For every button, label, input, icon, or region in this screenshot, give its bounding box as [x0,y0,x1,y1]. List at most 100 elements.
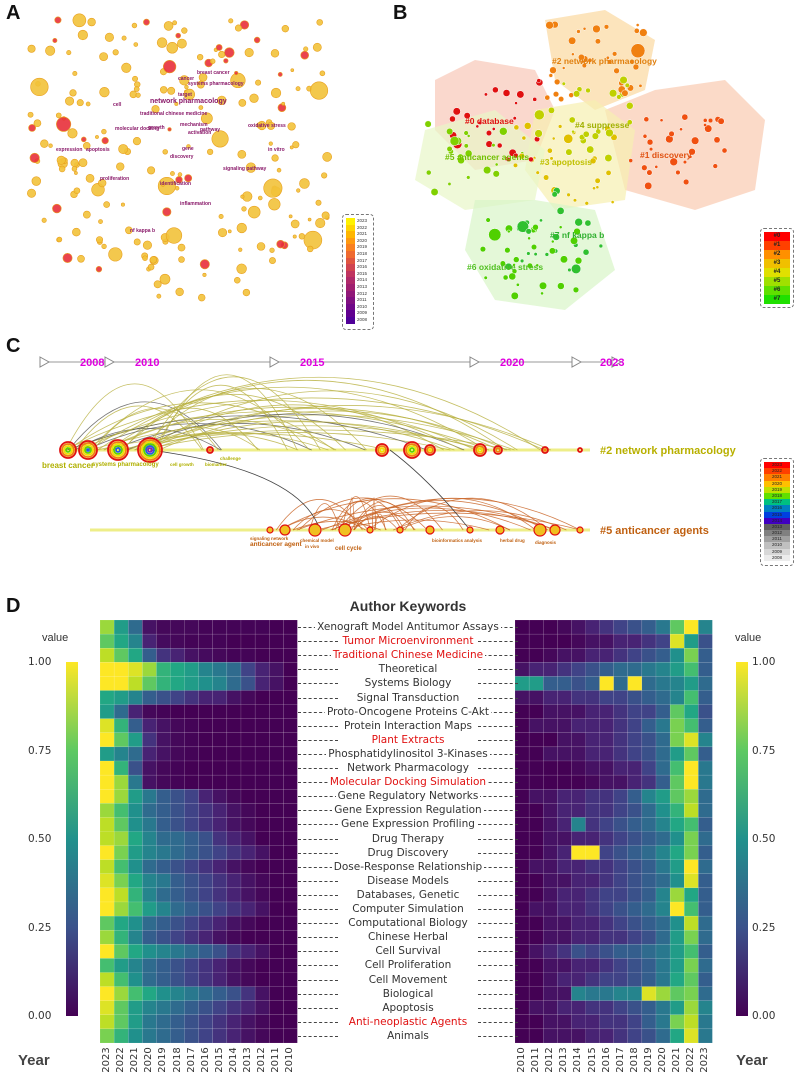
cluster-node [396,526,404,534]
cluster-node [463,112,471,120]
heatmap-cell [627,887,643,903]
heatmap-cell [557,1014,572,1030]
cluster-node [495,525,505,535]
legend-b-item: #0 [764,232,790,241]
network-node [270,87,282,99]
cluster-node [425,525,435,535]
heatmap-cell [613,1028,628,1044]
heatmap-cell [528,887,544,903]
network-node [312,42,322,52]
heatmap-cell [142,662,157,677]
heatmap-cell [585,690,600,705]
legend-c-year: 2018 [764,492,790,500]
heatmap-cell [283,633,298,649]
heatmap-cell [240,718,256,733]
heatmap-cell [641,901,657,917]
heatmap-cell [698,774,713,790]
cluster-node [137,437,163,463]
heatmap-cell [113,789,129,804]
heatmap-cell [698,704,713,719]
heatmap-cell [156,633,171,649]
heatmap-cell [170,901,185,917]
network-node [41,217,47,223]
cluster-node [668,130,675,137]
cluster-node [514,101,518,105]
cluster-node [648,147,654,152]
heatmap-cell [142,887,157,903]
cluster-node [496,142,503,149]
cluster-node [502,89,511,97]
heatmap-cell [128,887,143,903]
network-node [77,29,88,41]
heatmap-cell [627,704,643,719]
heatmap-cell [156,803,171,818]
cluster-node [366,526,374,534]
cluster-node [568,92,574,98]
network-node [65,96,75,106]
network-node [98,219,103,224]
heatmap-cell [669,774,685,790]
heatmap-cell [627,1028,643,1044]
network-node [85,101,91,107]
network-node [52,203,62,214]
heatmap-cell [655,746,671,762]
network-node [99,52,109,62]
heatmap-cell [585,760,600,776]
heatmap-cell [571,648,586,663]
heatmap-cell [212,1000,228,1015]
heatmap-cell [269,859,284,874]
heatmap-cell [571,718,586,733]
heatmap-cell [698,986,713,1001]
keyword-leader [298,951,338,953]
heatmap-cell [585,1028,600,1044]
heatmap-cell [698,944,713,959]
citation-arc [68,401,222,451]
heatmap-cell [543,915,558,931]
heatmap-cell [641,690,657,705]
heatmap-cell [184,774,199,790]
cluster-node [577,447,583,453]
cluster-node [530,244,538,251]
keyword-text: Chinese Herbal [366,931,450,944]
heatmap-cell [585,944,600,959]
cluster-node [552,233,560,241]
legend-a-swatch [346,310,355,317]
heatmap-cell [571,972,586,987]
heatmap-cell [599,915,614,931]
keyword-text: Signal Transduction [354,691,462,704]
keyword-leader [478,852,518,854]
heatmap-cell [528,676,544,691]
heatmap-cell [283,901,298,917]
cluster-node [603,24,610,30]
legend-a-swatch [346,290,355,298]
heatmap-cell [170,1000,185,1015]
citation-arc [78,397,545,451]
year-tick: 2014 [572,1047,584,1073]
heatmap-cell [641,1028,657,1044]
cluster-node [526,251,531,256]
keyword-label: Dose-Response Relationship [298,860,518,874]
heatmap-cell [698,915,713,931]
cluster-node [143,443,157,457]
keyword-text: Systems Biology [362,677,454,690]
network-node [83,142,91,150]
cluster-area [415,110,545,210]
heatmap-cell [240,958,256,973]
heatmap-cell [100,732,115,748]
heatmap-cell [226,972,242,987]
keyword-leader [478,909,518,910]
heatmap-cell [684,789,699,804]
heatmap-cell [557,718,572,733]
cluster-node [513,124,520,131]
cluster-node [551,191,558,198]
heatmap-cell [641,915,657,931]
cluster-label: #5 anticancer agents [445,152,529,162]
heatmap-cell [240,789,256,804]
network-node [103,201,110,208]
cluster-node [568,36,577,45]
year-tick: 2023 [101,1047,113,1073]
cluster-node [560,255,568,264]
cluster-node [488,228,502,242]
cluster-node [491,143,496,148]
network-node [178,256,185,263]
